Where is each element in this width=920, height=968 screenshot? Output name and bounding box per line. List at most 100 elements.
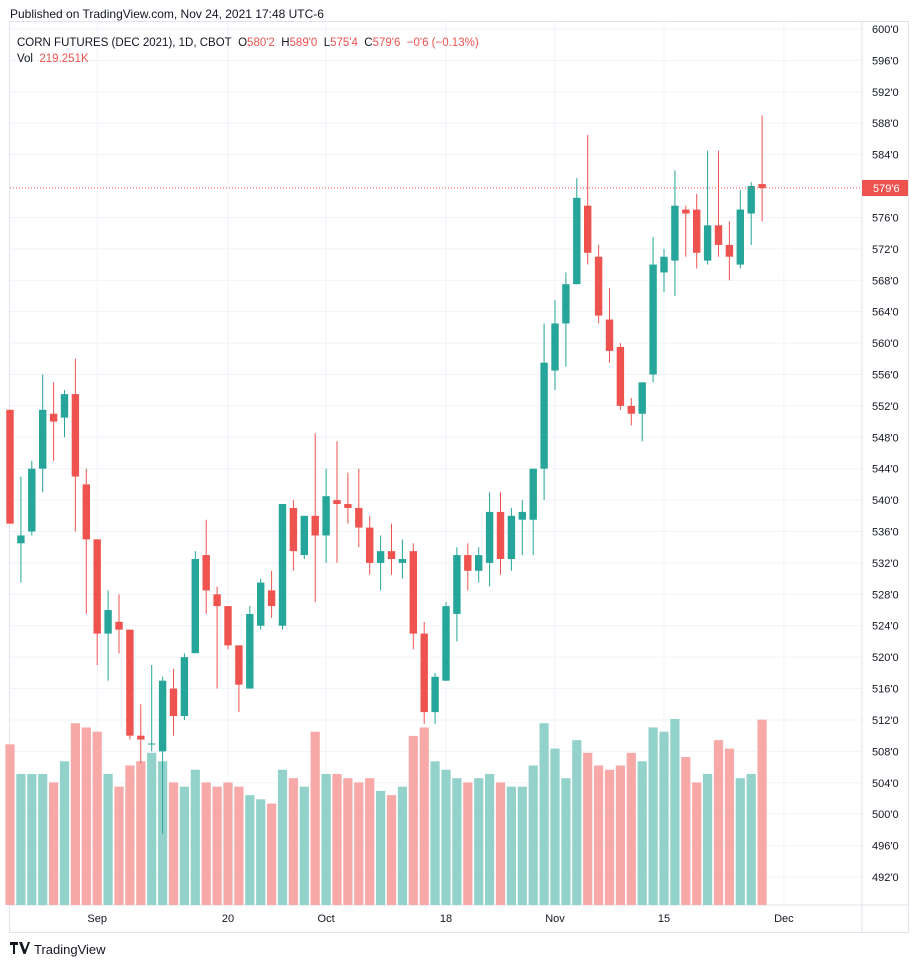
candle-body [344,504,352,508]
price-tick-label: 496'0 [872,841,899,853]
volume-bar [659,731,669,905]
chart-legend: CORN FUTURES (DEC 2021), 1D, CBOT O580'2… [17,35,479,67]
volume-bar [190,769,200,905]
close-label: C [364,37,373,49]
candle-body [28,468,36,532]
volume-bar [604,769,615,905]
tradingview-brand[interactable]: TradingView [10,942,106,957]
price-tick-label: 504'0 [872,778,899,790]
price-tick-label: 536'0 [872,527,899,539]
candle-body [180,657,189,717]
volume-bar [713,740,724,905]
candle-body [507,515,516,559]
price-tick-label: 560'0 [872,338,899,350]
candle-body [584,205,592,253]
volume-bar [168,782,179,905]
candle-body [322,496,330,536]
price-tick-label: 592'0 [872,87,899,99]
volume-bar [277,769,288,905]
time-tick-label: 20 [222,913,234,925]
candle-body [736,209,744,265]
candle-body [49,413,58,422]
price-tick-label: 576'0 [872,212,899,224]
volume-bar [354,782,364,905]
volume-bar [528,765,538,905]
volume-bar [92,731,102,905]
volume-bar [539,723,549,905]
volume-bar [125,765,135,905]
price-tick-label: 600'0 [872,24,899,36]
candle-body [431,676,439,713]
volume-bar [114,786,124,905]
candle-body [6,409,14,524]
price-tick-label: 572'0 [872,244,899,256]
volume-bar [201,782,211,905]
candle-body [714,225,723,245]
candle-body [202,555,210,591]
volume-bar [506,786,516,905]
candle-body [747,186,755,214]
brand-label: TradingView [34,942,106,957]
volume-bar [27,773,37,905]
time-tick-label: 15 [658,913,670,925]
candle-body [246,613,254,689]
volume-value: 219.251K [39,53,89,65]
candle-body [104,610,112,634]
volume-bar [550,748,560,905]
price-tick-label: 528'0 [872,589,899,601]
price-tick-label: 516'0 [872,684,899,696]
candle-body [93,539,101,634]
volume-bar [103,773,113,905]
volume-bar [692,782,702,905]
price-tick-label: 596'0 [872,55,899,67]
candle-body [355,507,363,528]
volume-bar [583,752,593,905]
candle-body [115,621,123,630]
candle-body [257,582,265,626]
change-value: −0'6 (−0.13%) [406,37,479,49]
volume-bar [49,782,59,905]
price-tick-label: 540'0 [872,495,899,507]
candle-body [398,559,407,563]
candle-body [725,244,734,257]
candle-body [169,688,178,717]
volume-bar [70,723,80,905]
volume-bar [332,773,342,905]
price-tick-label: 584'0 [872,150,899,162]
candle-body [311,515,319,536]
candle-body [289,507,298,552]
candle-body [464,555,472,571]
volume-bar [147,752,157,905]
candle-body [453,555,461,614]
candle-body [158,680,167,752]
ohlc-row: CORN FUTURES (DEC 2021), 1D, CBOT O580'2… [17,35,479,51]
candle-body [39,409,47,469]
candle-body [191,559,199,654]
volume-bar [256,799,266,905]
candle-body [616,347,625,406]
candle-body [442,606,450,681]
candle-body [300,515,308,556]
price-tick-label: 492'0 [872,872,899,884]
candle-body [278,504,287,626]
high-label: H [281,37,290,49]
volume-bar [59,761,70,905]
volume-bar [681,757,691,905]
volume-row: Vol 219.251K [17,51,479,67]
volume-bar [38,773,48,905]
volume-bar [485,773,495,905]
volume-bar [517,786,527,905]
candles [6,115,766,834]
price-tick-label: 568'0 [872,275,899,287]
volume-bar [16,773,26,905]
volume-bar [408,735,418,905]
last-price-badge [862,180,908,196]
price-tick-label: 556'0 [872,369,899,381]
price-tick-label: 544'0 [872,464,899,476]
volume-bar [5,744,15,905]
price-tick-label: 564'0 [872,307,899,319]
candle-body [82,484,90,540]
candle-body [60,394,69,418]
candle-body [267,590,276,607]
